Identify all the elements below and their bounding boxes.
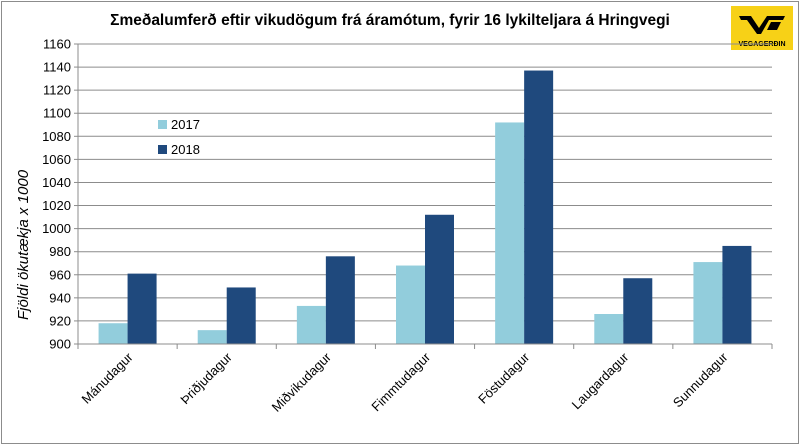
y-tick-label: 1080 [42,129,71,144]
y-tick-label: 1140 [43,60,71,75]
y-tick-label: 1000 [42,221,71,236]
x-category-label: Þriðjudagur [177,349,235,407]
bar-2018-Þriðjudagur [226,287,256,344]
y-axis-label: Fjöldi ökutækja x 1000 [15,169,32,320]
bar-2018-Miðvikudagur [325,256,355,344]
chart-title: Σmeðalumferð eftir vikudögum frá áramótu… [110,12,670,29]
x-category-labels: Mánudagur Þriðjudagur Miðvikudagur Fimmtuda… [79,349,731,415]
y-tick-label: 920 [49,313,71,328]
y-tick-label: 1060 [42,152,71,167]
y-tick-label: 1020 [42,198,71,213]
x-category-label: Miðvikudagur [269,349,335,415]
bar-2018-Föstudagur [524,70,554,345]
logo-mark-small [767,22,781,30]
y-tick-label: 1100 [43,106,71,121]
legend-swatch-2018 [158,145,167,154]
bar-2017-Föstudagur [495,122,525,344]
logo-mark [739,16,785,34]
y-tick-label: 900 [49,337,71,352]
y-tick-label: 1040 [42,175,71,190]
bar-2017-Fimmtudagur [396,265,425,344]
bar-2017-Mánudagur [98,323,128,344]
y-tick-label: 1120 [43,83,71,98]
bars [98,70,752,345]
axes [74,43,773,349]
x-category-label: Mánudagur [79,349,137,407]
legend-label: 2017 [171,117,200,132]
bar-2018-Sunnudagur [722,245,752,344]
legend-label: 2018 [171,142,200,157]
y-tick-label: 980 [49,244,71,259]
bar-2018-Fimmtudagur [425,214,454,344]
bar-2017-Þriðjudagur [197,330,227,344]
y-tick-label: 960 [49,267,71,282]
x-category-label: Sunnudagur [670,349,731,410]
y-tick-labels: 900 920 940 960 980 1000 1020 1040 1060 1080 1100 1… [42,37,71,352]
legend: 2017 2018 [158,117,200,157]
y-tick-label: 940 [49,290,71,305]
bar-2017-Miðvikudagur [296,305,326,344]
x-category-label: Föstudagur [475,349,533,407]
x-category-label: Laugardagur [569,349,632,412]
x-category-label: Fimmtudagur [368,349,433,414]
y-tick-label: 1160 [43,37,71,52]
bar-2017-Sunnudagur [693,262,723,344]
bar-2018-Mánudagur [127,273,157,344]
legend-swatch-2017 [158,120,167,129]
bar-2017-Laugardagur [594,314,624,344]
bar-2018-Laugardagur [623,278,653,344]
